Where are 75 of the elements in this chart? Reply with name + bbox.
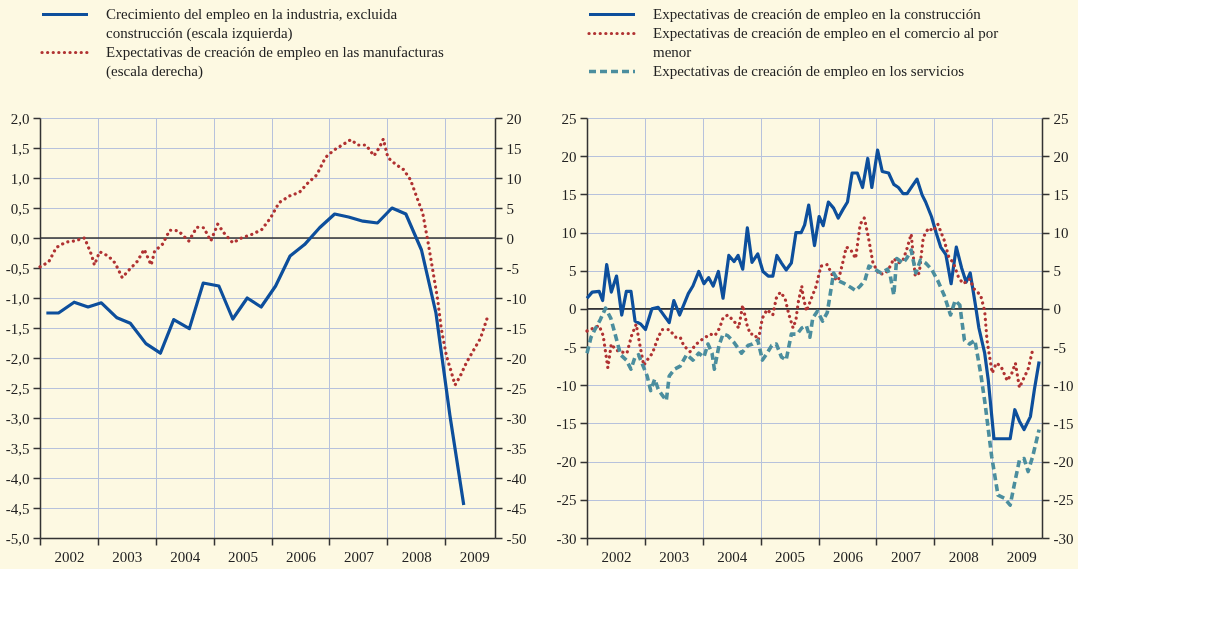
y2-tick-label: -25 [1053, 492, 1074, 509]
x-tick-label: 2003 [659, 548, 690, 565]
y2-tick-label: -20 [506, 350, 527, 367]
y-tick-label: 15 [561, 186, 577, 203]
y2-tick-label: 20 [1053, 148, 1069, 165]
y2-tick-label: -50 [506, 530, 527, 547]
x-tick-label: 2007 [890, 548, 922, 565]
y-tick-label: -15 [556, 415, 577, 432]
y-tick-label: -25 [556, 492, 577, 509]
x-tick-label: 2007 [343, 548, 375, 565]
y2-tick-label: -10 [506, 290, 527, 307]
y-tick-label: 10 [561, 225, 577, 242]
y2-tick-label: -20 [1053, 454, 1074, 471]
x-tick-label: 2006 [833, 548, 864, 565]
y2-tick-label: 0 [1053, 301, 1061, 318]
y2-tick-label: -30 [506, 410, 527, 427]
y-tick-label: -5,0 [5, 530, 30, 547]
y-tick-label: 20 [561, 148, 577, 165]
x-tick-label: 2008 [401, 548, 432, 565]
x-tick-label: 2002 [601, 548, 632, 565]
y2-tick-label: -15 [506, 320, 527, 337]
y-tick-label: 2,0 [10, 110, 30, 127]
legend-label: Expectativas de creación de empleo en el comercio al por menor [653, 24, 999, 60]
legend-label: Expectativas de creación de empleo en la construcción [653, 5, 982, 22]
x-tick-label: 2003 [112, 548, 143, 565]
y2-tick-label: -15 [1053, 415, 1074, 432]
y-tick-label: -3,5 [5, 440, 30, 457]
y2-tick-label: -5 [1053, 339, 1066, 356]
x-tick-label: 2008 [948, 548, 979, 565]
y-tick-label: -30 [556, 530, 577, 547]
y-tick-label: -4,5 [5, 500, 30, 517]
y2-tick-label: -35 [506, 440, 527, 457]
y2-tick-label: -45 [506, 500, 527, 517]
legend-label: Expectativas de creación de empleo en los servicios [653, 62, 965, 79]
y-tick-label: -1,0 [5, 290, 30, 307]
y2-tick-label: -10 [1053, 377, 1074, 394]
y2-tick-label: 0 [506, 230, 514, 247]
y-tick-label: -20 [556, 454, 577, 471]
y-tick-label: 0 [569, 301, 577, 318]
x-tick-label: 2006 [286, 548, 317, 565]
y2-tick-label: 5 [506, 200, 514, 217]
y2-tick-label: 5 [1053, 263, 1061, 280]
y2-tick-label: -30 [1053, 530, 1074, 547]
y-tick-label: -4,0 [5, 470, 30, 487]
y-tick-label: -1,5 [5, 320, 30, 337]
x-tick-label: 2004 [170, 548, 201, 565]
y2-tick-label: 15 [506, 140, 522, 157]
y-tick-label: -0,5 [5, 260, 30, 277]
y-tick-label: 5 [569, 263, 577, 280]
y-tick-label: 0,0 [10, 230, 30, 247]
y-tick-label: 25 [561, 110, 577, 127]
x-tick-label: 2002 [54, 548, 85, 565]
y2-tick-label: -5 [506, 260, 519, 277]
y-tick-label: -2,5 [5, 380, 30, 397]
y2-tick-label: 10 [506, 170, 522, 187]
x-tick-label: 2005 [775, 548, 806, 565]
y2-tick-label: 20 [506, 110, 522, 127]
y2-tick-label: -40 [506, 470, 527, 487]
x-tick-label: 2009 [1006, 548, 1037, 565]
y-tick-label: 1,0 [10, 170, 30, 187]
y-tick-label: -2,0 [5, 350, 30, 367]
legend-label: Crecimiento del empleo en la industria, excluida construcción (escala izquierda) [106, 5, 398, 42]
y-tick-label: 0,5 [10, 200, 30, 217]
y-tick-label: -5 [564, 339, 577, 356]
x-tick-label: 2005 [228, 548, 259, 565]
legend-label: Expectativas de creación de empleo en las manufacturas (escala derecha) [106, 43, 444, 80]
y-tick-label: 1,5 [10, 140, 30, 157]
y2-tick-label: -25 [506, 380, 527, 397]
y-tick-label: -10 [556, 377, 577, 394]
y2-tick-label: 25 [1053, 110, 1069, 127]
x-tick-label: 2004 [717, 548, 748, 565]
y2-tick-label: 15 [1053, 186, 1069, 203]
x-tick-label: 2009 [459, 548, 490, 565]
y2-tick-label: 10 [1053, 225, 1069, 242]
y-tick-label: -3,0 [5, 410, 30, 427]
